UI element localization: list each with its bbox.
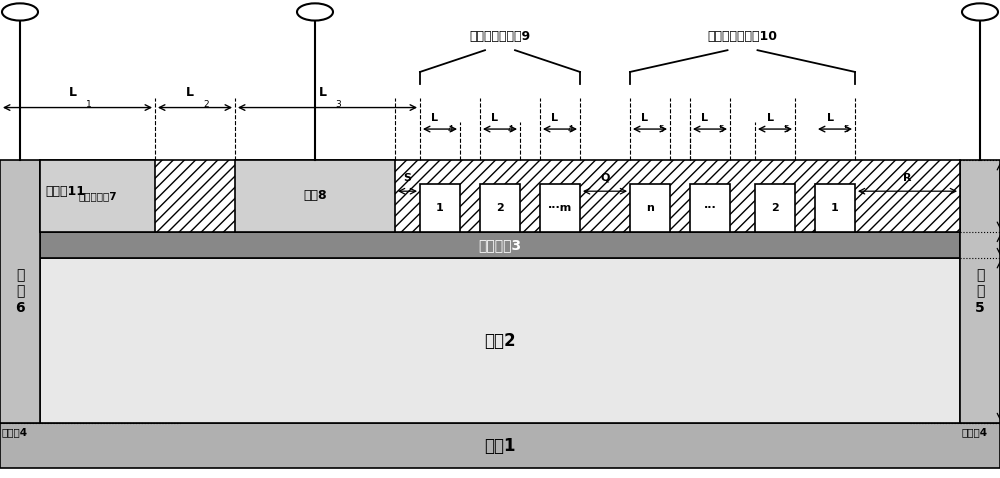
Circle shape [2, 3, 38, 21]
Text: 下台阶4: 下台阶4 [961, 427, 987, 437]
Text: 体区2: 体区2 [484, 332, 516, 349]
Bar [815, 184, 855, 232]
Text: 1: 1 [831, 203, 839, 213]
Text: Q: Q [600, 173, 610, 183]
Circle shape [962, 3, 998, 21]
Text: ···: ··· [704, 203, 716, 213]
Text: L: L [318, 86, 326, 99]
Text: 5: 5 [843, 125, 849, 134]
Bar [960, 160, 1000, 423]
Text: 衬底1: 衬底1 [484, 437, 516, 455]
Text: 5: 5 [718, 125, 724, 134]
Text: 5: 5 [783, 125, 789, 134]
Text: 钝化层11: 钝化层11 [45, 185, 85, 198]
Text: L: L [767, 113, 774, 123]
Text: 漏
极
5: 漏 极 5 [975, 268, 985, 315]
Bar [40, 232, 960, 258]
Text: 4: 4 [448, 125, 454, 134]
Text: 5: 5 [658, 125, 664, 134]
Bar [420, 184, 460, 232]
Bar [0, 160, 40, 423]
Text: 2: 2 [496, 203, 504, 213]
Bar [755, 184, 795, 232]
Text: 源
极
6: 源 极 6 [15, 268, 25, 315]
Text: 4: 4 [508, 125, 514, 134]
Text: 源极调制板7: 源极调制板7 [78, 191, 117, 201]
Text: S: S [404, 173, 412, 183]
Text: 4: 4 [568, 125, 574, 134]
Bar [40, 258, 960, 423]
Text: L: L [432, 113, 438, 123]
Text: R: R [903, 173, 912, 183]
Text: 1: 1 [436, 203, 444, 213]
Bar [540, 184, 580, 232]
Text: 1: 1 [85, 100, 91, 109]
Text: L: L [826, 113, 834, 123]
Bar [235, 160, 395, 232]
Bar [40, 160, 155, 232]
Text: L: L [68, 86, 76, 99]
Bar [0, 423, 1000, 468]
Text: L: L [552, 113, 558, 123]
Text: 栅极耦合调制板9: 栅极耦合调制板9 [469, 30, 531, 43]
Text: 栅介质层3: 栅介质层3 [478, 238, 522, 252]
Text: 2: 2 [203, 100, 209, 109]
Text: L: L [702, 113, 708, 123]
Text: L: L [642, 113, 648, 123]
Bar [630, 184, 670, 232]
Text: n: n [646, 203, 654, 213]
Text: L: L [492, 113, 498, 123]
Bar [40, 160, 960, 232]
Text: 2: 2 [771, 203, 779, 213]
Text: L: L [186, 86, 194, 99]
Text: 漏极耦合调制板10: 漏极耦合调制板10 [707, 30, 777, 43]
Bar [480, 184, 520, 232]
Bar [690, 184, 730, 232]
Text: 下台阶4: 下台阶4 [1, 427, 27, 437]
Text: 3: 3 [336, 100, 341, 109]
Text: ···m: ···m [548, 203, 572, 213]
Circle shape [297, 3, 333, 21]
Text: 栅极8: 栅极8 [303, 189, 327, 203]
